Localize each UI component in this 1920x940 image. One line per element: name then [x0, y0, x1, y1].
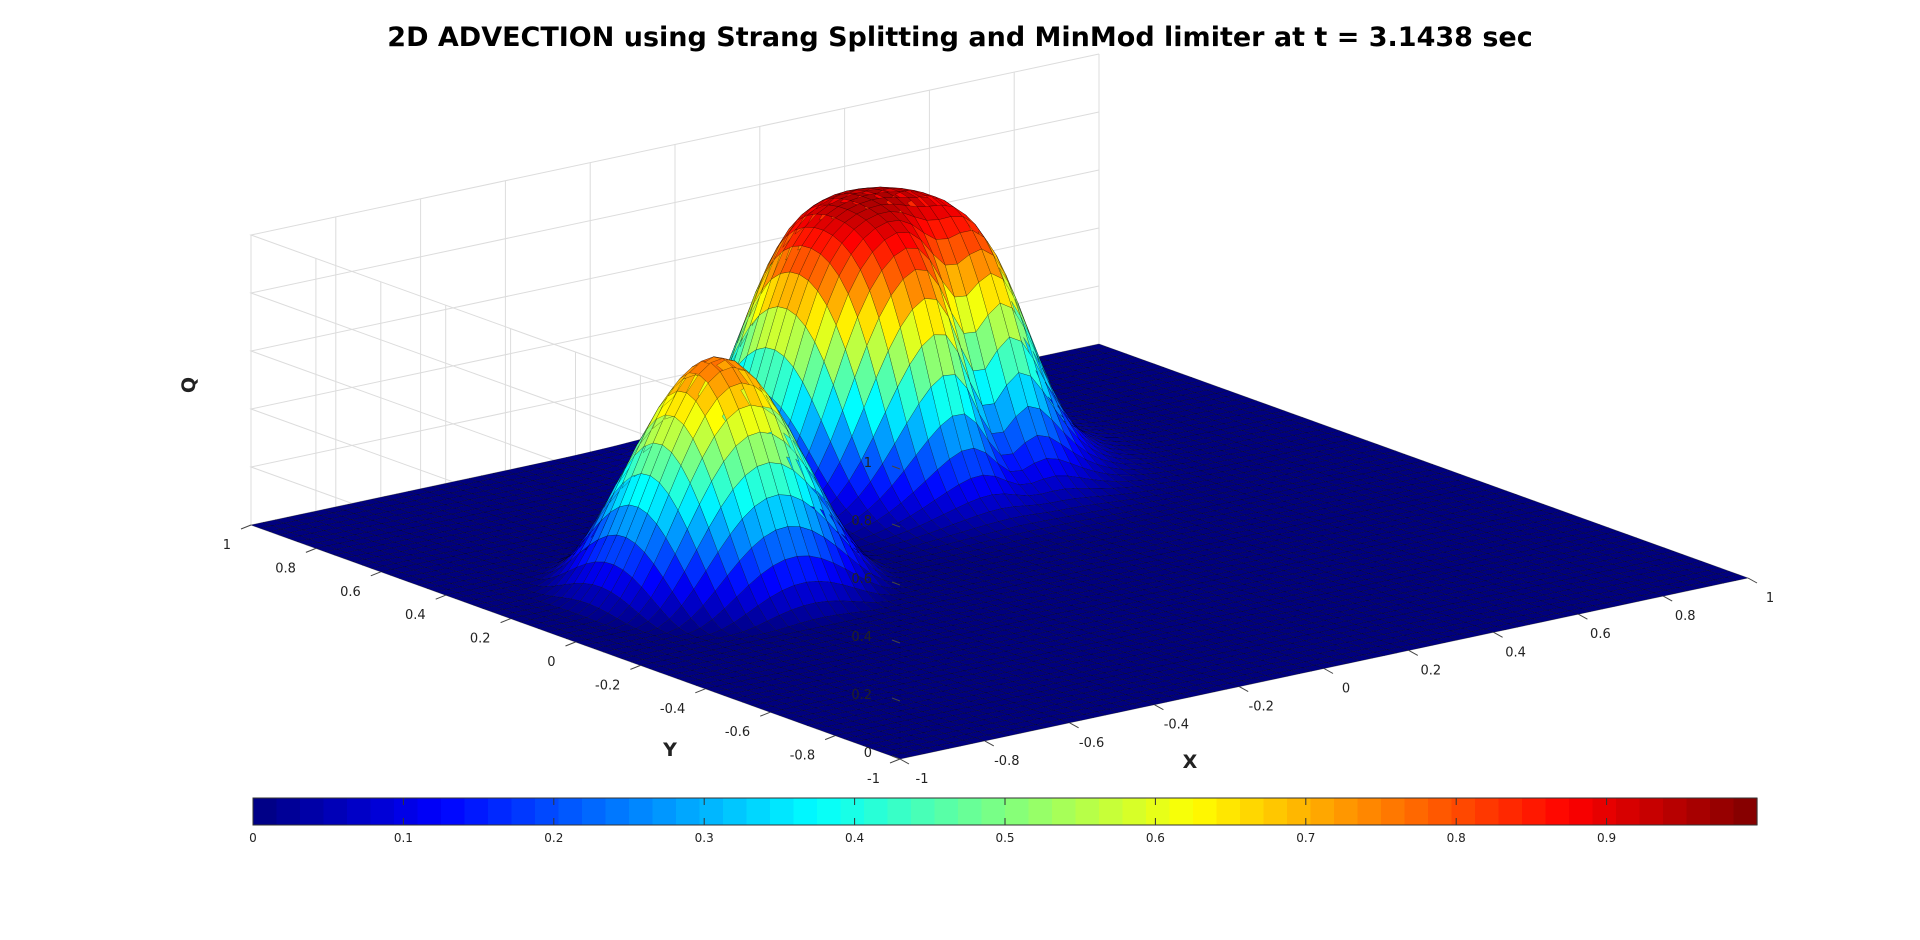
z-tick-label: 0.8 — [851, 514, 872, 529]
x-tick — [1239, 687, 1248, 692]
z-tick-label: 0.6 — [851, 572, 872, 587]
y-tick — [760, 712, 770, 716]
x-tick-label: -0.8 — [994, 754, 1019, 769]
x-tick — [1663, 596, 1672, 601]
x-tick — [1324, 669, 1333, 674]
x-tick-label: 0 — [1342, 682, 1350, 697]
y-tick-label: -0.6 — [725, 725, 750, 740]
x-tick-label: -0.6 — [1079, 736, 1104, 751]
y-tick — [630, 665, 640, 669]
x-tick-label: 1 — [1766, 591, 1774, 606]
z-tick-label: 0.4 — [851, 630, 872, 645]
x-tick-label: 0.8 — [1675, 609, 1696, 624]
y-tick-label: -0.8 — [790, 749, 815, 764]
x-tick — [1070, 723, 1079, 728]
surface — [251, 187, 1748, 759]
x-tick — [1154, 705, 1163, 710]
x-tick — [900, 759, 909, 764]
y-tick — [825, 736, 835, 740]
y-tick — [890, 759, 900, 763]
x-tick-label: 0.4 — [1505, 645, 1526, 660]
x-tick-label: 0.6 — [1590, 627, 1611, 642]
x-tick-label: 0.2 — [1420, 663, 1441, 678]
z-tick-label: 1 — [864, 456, 872, 471]
y-tick — [695, 689, 705, 693]
x-tick-label: -1 — [916, 772, 929, 787]
x-tick — [1409, 650, 1418, 655]
z-tick-label: 0.2 — [851, 688, 872, 703]
chart-title: 2D ADVECTION using Strang Splitting and … — [0, 22, 1920, 53]
y-tick-label: -1 — [867, 772, 880, 787]
x-tick — [985, 741, 994, 746]
x-tick — [1578, 614, 1587, 619]
x-tick — [1748, 578, 1757, 583]
x-tick-label: -0.4 — [1164, 718, 1189, 733]
y-tick-label: -0.4 — [660, 702, 685, 717]
x-tick — [1494, 632, 1503, 637]
z-tick-label: 0 — [864, 746, 872, 761]
x-tick-label: -0.2 — [1249, 700, 1274, 715]
